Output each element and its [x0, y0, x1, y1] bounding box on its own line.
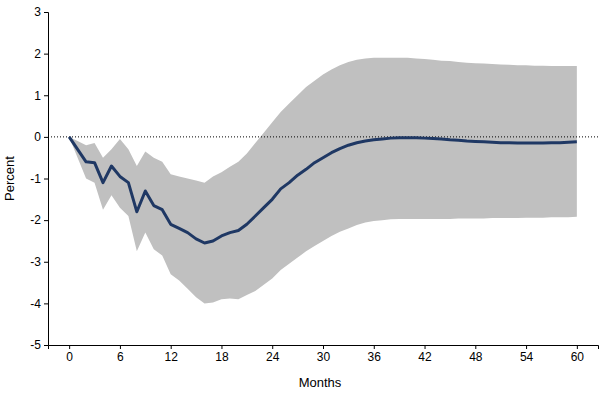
- tick: 1: [34, 89, 48, 103]
- tick: 12: [165, 345, 179, 364]
- tick-mark: [577, 345, 578, 349]
- tick-label: -3: [30, 255, 41, 269]
- tick: 36: [368, 345, 382, 364]
- tick-label: 36: [368, 350, 382, 364]
- tick-label: -1: [30, 172, 41, 186]
- tick-label: 0: [66, 350, 73, 364]
- tick-mark: [44, 137, 48, 138]
- tick: 48: [469, 345, 483, 364]
- tick-label: -4: [30, 297, 41, 311]
- tick: 2: [34, 47, 48, 61]
- axis-line: [44, 13, 49, 346]
- tick-mark: [221, 345, 222, 349]
- tick-label: -5: [30, 338, 41, 352]
- plot-area: 06121824303642485460-5-4-3-2-10123: [30, 5, 598, 363]
- tick-mark: [526, 345, 527, 349]
- x-axis: 0 6 12 18 24 30 36 42 48 54 60: [49, 345, 599, 364]
- tick-mark: [374, 345, 375, 349]
- tick: 6: [117, 345, 124, 364]
- tick-label: -2: [30, 213, 41, 227]
- tick-label: 2: [34, 47, 41, 61]
- tick: 24: [266, 345, 280, 364]
- tick: 0: [34, 130, 48, 144]
- tick: -3: [30, 255, 48, 269]
- tick-label: 48: [469, 350, 483, 364]
- zero-line: [48, 136, 598, 137]
- tick-label: 24: [266, 350, 280, 364]
- tick-label: 1: [34, 89, 41, 103]
- tick: 42: [418, 345, 432, 364]
- tick-label: 30: [317, 350, 331, 364]
- confidence-band: [69, 58, 577, 304]
- tick-mark: [44, 179, 48, 180]
- tick-mark: [69, 345, 70, 349]
- tick-label: 3: [34, 5, 41, 19]
- tick-mark: [475, 345, 476, 349]
- tick: -4: [30, 297, 48, 311]
- response-line: [69, 137, 577, 243]
- tick: 3: [34, 5, 48, 19]
- tick: -2: [30, 213, 48, 227]
- tick-mark: [44, 54, 48, 55]
- tick: 18: [215, 345, 229, 364]
- tick-label: 6: [117, 350, 124, 364]
- tick-label: 18: [215, 350, 229, 364]
- tick-label: 42: [418, 350, 432, 364]
- tick-mark: [425, 345, 426, 349]
- tick-label: 54: [520, 350, 534, 364]
- tick-mark: [44, 12, 48, 13]
- tick-mark: [272, 345, 273, 349]
- tick-mark: [171, 345, 172, 349]
- axis-line: [49, 346, 599, 350]
- tick: 0: [66, 345, 73, 364]
- tick-mark: [44, 262, 48, 263]
- tick: 30: [317, 345, 331, 364]
- marks: [48, 58, 598, 304]
- y-axis-title: Percent: [2, 156, 17, 201]
- tick-label: 0: [34, 130, 41, 144]
- tick: 54: [520, 345, 534, 364]
- tick-mark: [44, 95, 48, 96]
- tick: -5: [30, 338, 48, 352]
- tick-label: 12: [165, 350, 179, 364]
- tick-mark: [323, 345, 324, 349]
- chart: 06121824303642485460-5-4-3-2-10123Months…: [0, 0, 600, 395]
- x-axis-title: Months: [299, 375, 342, 390]
- tick: 60: [571, 345, 585, 364]
- tick-label: 60: [571, 350, 585, 364]
- tick-mark: [120, 345, 121, 349]
- tick-mark: [44, 345, 48, 346]
- tick: -1: [30, 172, 48, 186]
- y-axis: -5 -4 -3 -2 -1 0 1 2 3: [30, 5, 48, 352]
- tick-mark: [44, 220, 48, 221]
- tick-mark: [44, 303, 48, 304]
